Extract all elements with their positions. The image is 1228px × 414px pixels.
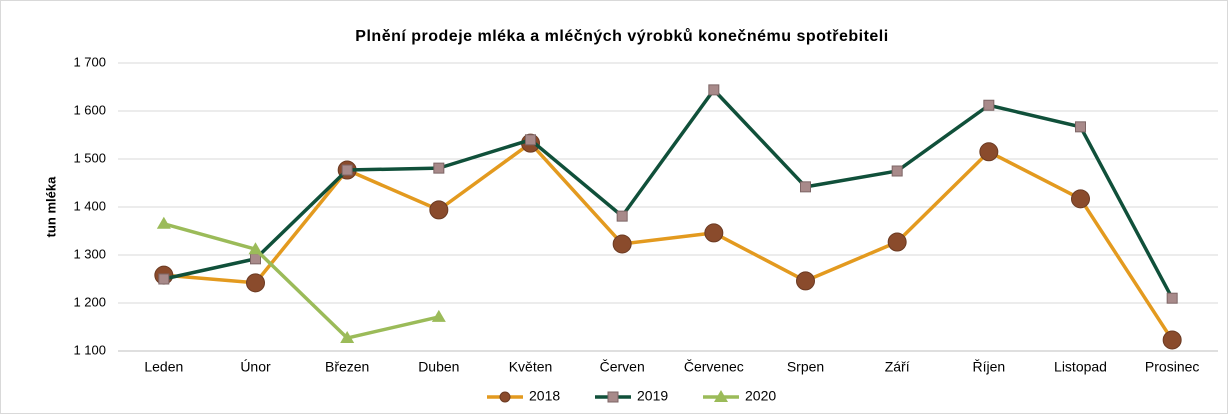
marker: [340, 331, 355, 344]
marker: [891, 165, 903, 177]
marker: [429, 200, 449, 220]
y-tick-label: 1 600: [73, 102, 106, 117]
legend-label: 2018: [529, 388, 560, 404]
marker: [433, 162, 445, 174]
marker: [525, 134, 536, 146]
marker: [708, 84, 720, 96]
marker: [983, 99, 995, 111]
x-tick-label: Leden: [144, 359, 183, 375]
marker: [499, 391, 511, 403]
x-tick-label: Duben: [418, 359, 459, 375]
x-tick-label: Červenec: [684, 359, 744, 375]
marker: [246, 273, 265, 293]
y-tick-label: 1 200: [73, 294, 106, 309]
y-tick-label: 1 400: [73, 198, 106, 213]
marker: [714, 390, 728, 402]
x-tick-label: Listopad: [1054, 359, 1107, 375]
marker: [431, 309, 446, 322]
y-tick-label: 1 700: [73, 54, 106, 69]
marker: [612, 234, 632, 254]
marker: [156, 216, 171, 229]
legend-label: 2020: [745, 388, 776, 404]
series-line: [163, 222, 440, 340]
marker: [158, 273, 170, 285]
marker: [800, 181, 811, 193]
x-tick-label: Říjen: [972, 359, 1005, 375]
x-tick-label: Červen: [600, 359, 645, 375]
marker: [1071, 189, 1090, 209]
marker: [607, 391, 619, 403]
marker: [887, 232, 907, 252]
y-tick-label: 1 300: [73, 246, 106, 261]
x-tick-label: Září: [885, 359, 910, 375]
chart-title: Plnění prodeje mléka a mléčných výrobků …: [355, 28, 888, 45]
x-tick-label: Únor: [240, 359, 271, 375]
x-tick-label: Srpen: [787, 359, 824, 375]
x-tick-label: Květen: [509, 359, 553, 375]
marker: [1075, 121, 1086, 133]
marker: [1166, 292, 1178, 304]
x-tick-label: Březen: [325, 359, 369, 375]
marker: [250, 253, 261, 265]
marker: [704, 223, 724, 243]
marker: [616, 210, 628, 222]
series-line: [163, 141, 1174, 341]
legend-label: 2019: [637, 388, 668, 404]
y-axis-label: tun mléka: [43, 176, 58, 237]
x-tick-label: Prosinec: [1145, 359, 1199, 375]
marker: [979, 142, 999, 162]
marker: [796, 271, 815, 291]
marker: [1162, 330, 1182, 350]
marker: [248, 242, 263, 255]
y-tick-label: 1 500: [73, 150, 106, 165]
marker: [341, 164, 353, 176]
y-tick-label: 1 100: [73, 342, 106, 357]
series-line: [163, 88, 1174, 300]
